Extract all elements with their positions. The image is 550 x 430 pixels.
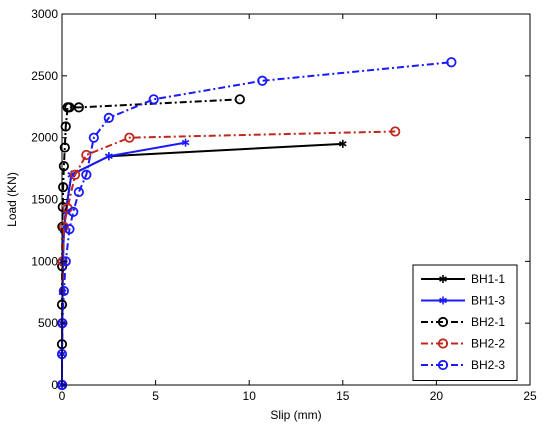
data-point-bh2-3 <box>88 132 99 143</box>
x-tick-label: 10 <box>243 389 257 403</box>
data-point-bh2-1 <box>234 94 245 105</box>
legend-marker-bh2-3 <box>437 359 449 371</box>
legend-label-bh1-3: BH1-3 <box>471 294 505 308</box>
legend-marker-bh1-3-stroke <box>439 297 447 304</box>
y-tick-label: 1500 <box>31 193 58 207</box>
data-point-bh2-3 <box>58 285 69 297</box>
legend-label-bh1-1: BH1-1 <box>471 272 505 286</box>
axes-layer: 0 5 10 15 20 25 0 500 1000 1500 2000 2500 3000 <box>31 7 537 403</box>
legend-box <box>412 264 518 381</box>
y-tick-label: 2000 <box>31 131 58 145</box>
x-tick-label: 0 <box>59 389 66 403</box>
legend-label-bh2-1: BH2-1 <box>471 315 505 329</box>
data-point-bh2-3 <box>81 169 92 180</box>
data-point-bh2-1 <box>64 102 75 113</box>
data-point-bh2-3 <box>68 206 79 217</box>
y-tick-label: 0 <box>51 378 58 392</box>
data-point-bh1-1 <box>338 139 347 148</box>
legend: BH1-1 BH1-3 BH2-1 BH2-2 BH2-3 <box>412 264 518 381</box>
data-point-bh2-3 <box>103 112 114 123</box>
x-tick-label: 25 <box>523 389 537 403</box>
data-point-bh2-1 <box>59 142 70 153</box>
data-point-bh2-3 <box>73 186 84 198</box>
legend-marker-bh1-1 <box>439 275 447 283</box>
legend-item-bh1-3: BH1-3 <box>421 294 505 308</box>
y-tick-label: 1000 <box>31 254 58 268</box>
data-point-bh1-3-stroke <box>181 139 190 146</box>
data-point-bh2-3 <box>64 224 75 235</box>
x-tick-label: 5 <box>152 389 159 403</box>
y-tick-label: 500 <box>38 316 58 330</box>
data-point-bh2-2 <box>70 169 81 180</box>
data-point-bh2-2 <box>390 126 401 137</box>
series-line-bh2-2 <box>61 130 396 386</box>
legend-marker-bh2-1 <box>437 316 449 328</box>
data-point-bh2-1 <box>57 201 68 213</box>
data-point-bh1-3-stroke <box>104 153 113 159</box>
legend-label-bh2-3: BH2-3 <box>471 358 505 372</box>
data-point-bh1-3 <box>181 138 190 147</box>
x-tick-label: 15 <box>336 389 350 403</box>
data-point-bh2-3 <box>257 75 268 86</box>
legend-label-bh2-2: BH2-2 <box>471 337 505 351</box>
data-point-bh2-3 <box>446 57 457 68</box>
legend-item-bh2-3: BH2-3 <box>421 358 505 372</box>
series-line-bh2-3 <box>61 61 452 385</box>
data-point-bh2-1 <box>58 161 69 172</box>
data-point-bh2-1 <box>73 102 84 113</box>
data-point-bh1-3 <box>104 152 113 161</box>
data-point-bh2-2 <box>124 132 135 143</box>
legend-marker-bh2-2 <box>437 338 449 349</box>
data-point-bh2-2 <box>81 149 92 161</box>
legend-marker-bh1-1-stroke <box>439 276 447 282</box>
x-axis-title: Slip (mm) <box>270 408 321 422</box>
x-tick-label: 20 <box>430 389 444 403</box>
data-point-bh1-1-stroke <box>338 141 347 147</box>
legend-item-bh1-1: BH1-1 <box>421 272 505 286</box>
data-point-bh2-1 <box>58 182 69 193</box>
y-axis-title: Load (KN) <box>5 172 19 227</box>
data-point-bh2-3 <box>148 94 159 105</box>
legend-marker-bh1-3 <box>439 296 447 305</box>
legend-item-bh2-2: BH2-2 <box>421 337 505 351</box>
legend-item-bh2-1: BH2-1 <box>421 315 505 329</box>
y-tick-label: 2500 <box>31 69 58 83</box>
y-tick-label: 3000 <box>31 7 58 21</box>
data-point-bh2-2 <box>58 221 69 232</box>
